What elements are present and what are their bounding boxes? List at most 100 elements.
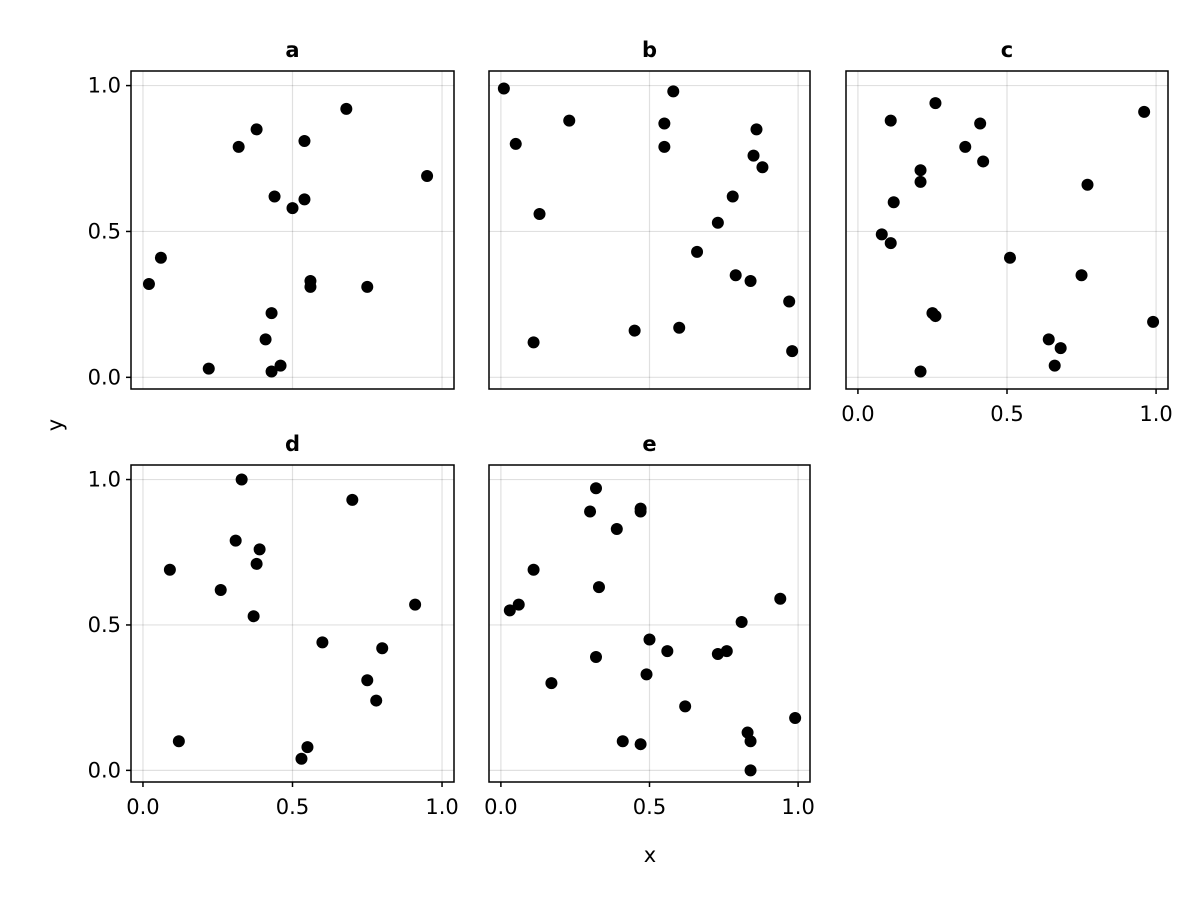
panel-b-title: b	[642, 38, 657, 62]
panel-a-point-14	[304, 280, 317, 293]
panel-e-point-23	[774, 592, 787, 605]
panel-e-xtick-label-1: 0.5	[633, 795, 666, 819]
panel-b-point-3	[533, 207, 546, 220]
panel-b-point-17	[756, 161, 769, 174]
panel-b-point-4	[563, 114, 576, 127]
panel-c-point-16	[1054, 342, 1067, 355]
x-axis-label: x	[644, 843, 656, 867]
panel-b-point-13	[729, 269, 742, 282]
panel-d-point-15	[409, 598, 422, 611]
panel-d-point-1	[172, 735, 185, 748]
panel-c-point-8	[929, 310, 942, 323]
panel-a-point-7	[265, 307, 278, 320]
panel-c-point-2	[884, 237, 897, 250]
panel-e-point-1	[512, 598, 525, 611]
panel-b-point-11	[711, 216, 724, 229]
panel-d-point-5	[247, 610, 260, 623]
panel-d-point-8	[295, 752, 308, 765]
panel-b-point-1	[509, 137, 522, 150]
panel-e-point-12	[634, 505, 647, 518]
panel-a-point-15	[340, 102, 353, 115]
panel-d-ytick-label-2: 1.0	[88, 468, 121, 492]
panel-d-point-0	[163, 563, 176, 576]
panel-e: e 0.0 0.5 1.0	[484, 432, 815, 819]
panel-b-point-14	[744, 275, 757, 288]
panel-b-point-5	[628, 324, 641, 337]
panel-c-point-12	[977, 155, 990, 168]
panel-c-point-3	[887, 196, 900, 209]
panel-e-title: e	[642, 432, 656, 456]
panels-group: a 0.0 0.5 1.0 b c 0.0 0.5 1.0 d 0.0 0.5 1.0 0.0 0.5 1.0…	[88, 38, 1173, 819]
panel-a-point-2	[202, 362, 215, 375]
panel-d-xtick-label-2: 1.0	[425, 795, 458, 819]
panel-d-point-2	[214, 584, 227, 597]
panel-e-point-14	[643, 633, 656, 646]
panel-c-xtick-label-1: 0.5	[990, 402, 1023, 426]
panel-c-point-1	[884, 114, 897, 127]
panel-c-xtick-label-0: 0.0	[841, 402, 874, 426]
panel-d-ytick-label-0: 0.0	[88, 758, 121, 782]
panel-a-frame	[130, 70, 455, 390]
panel-c-xtick-label-2: 1.0	[1139, 402, 1172, 426]
panel-a-point-0	[142, 277, 155, 290]
panel-a-point-16	[361, 280, 374, 293]
y-axis-label: y	[43, 419, 67, 431]
panel-a-ytick-label-2: 1.0	[88, 74, 121, 98]
panel-e-point-5	[590, 482, 602, 495]
panel-b-point-6	[658, 117, 671, 130]
panel-e-xtick-label-2: 1.0	[781, 795, 814, 819]
panel-a-point-6	[265, 365, 278, 378]
panel-e-point-2	[527, 563, 540, 576]
panel-e-xtick-label-0: 0.0	[484, 795, 517, 819]
panel-e-point-8	[610, 522, 623, 535]
panel-e-point-7	[592, 581, 605, 594]
panel-e-point-10	[634, 738, 647, 751]
panel-c: c 0.0 0.5 1.0	[841, 38, 1173, 426]
panel-b-point-12	[726, 190, 739, 203]
panel-c-point-5	[914, 175, 927, 188]
panel-b-point-16	[750, 123, 763, 136]
panel-e-point-4	[584, 505, 597, 518]
panel-e-point-9	[616, 735, 629, 748]
panel-c-point-4	[914, 164, 927, 177]
panel-e-point-3	[545, 677, 558, 690]
panel-a-point-9	[274, 359, 287, 372]
panel-e-point-13	[640, 668, 653, 681]
panel-d-xtick-label-1: 0.5	[276, 795, 309, 819]
panel-b-point-8	[667, 85, 680, 98]
panel-d-point-10	[316, 636, 329, 649]
panel-d-point-4	[235, 473, 248, 486]
panel-a-point-3	[232, 140, 245, 153]
panel-a-point-8	[268, 190, 281, 203]
panel-a-point-4	[250, 123, 263, 136]
panel-c-point-20	[1147, 315, 1160, 328]
panel-b-point-7	[658, 140, 671, 153]
panel-d-ytick-label-1: 0.5	[88, 613, 121, 637]
panel-e-point-0	[503, 604, 516, 617]
panel-c-point-13	[1003, 251, 1016, 264]
panel-b-point-2	[527, 336, 540, 349]
panel-c-point-18	[1081, 178, 1094, 191]
panel-c-point-10	[959, 140, 972, 153]
panel-e-point-24	[789, 712, 802, 725]
panel-b-point-19	[786, 345, 799, 358]
panel-a-point-5	[259, 333, 272, 346]
panel-a: a 0.0 0.5 1.0	[88, 38, 455, 390]
panel-d-xtick-label-0: 0.0	[126, 795, 159, 819]
panel-b: b	[488, 38, 811, 390]
panel-a-point-1	[154, 251, 167, 264]
panel-d-point-7	[253, 543, 266, 556]
panel-d-point-13	[370, 694, 383, 707]
panel-e-point-16	[679, 700, 692, 713]
panel-a-point-12	[298, 193, 311, 206]
panel-d-point-3	[229, 534, 242, 547]
panel-a-point-11	[298, 135, 311, 148]
panel-e-point-22	[744, 764, 757, 777]
panel-c-title: c	[1001, 38, 1013, 62]
panel-b-point-9	[673, 321, 686, 334]
panel-e-point-6	[590, 650, 602, 663]
panel-d-point-11	[346, 493, 359, 506]
panel-c-point-19	[1138, 105, 1151, 118]
panel-d: d 0.0 0.5 1.0 0.0 0.5 1.0	[88, 432, 459, 819]
